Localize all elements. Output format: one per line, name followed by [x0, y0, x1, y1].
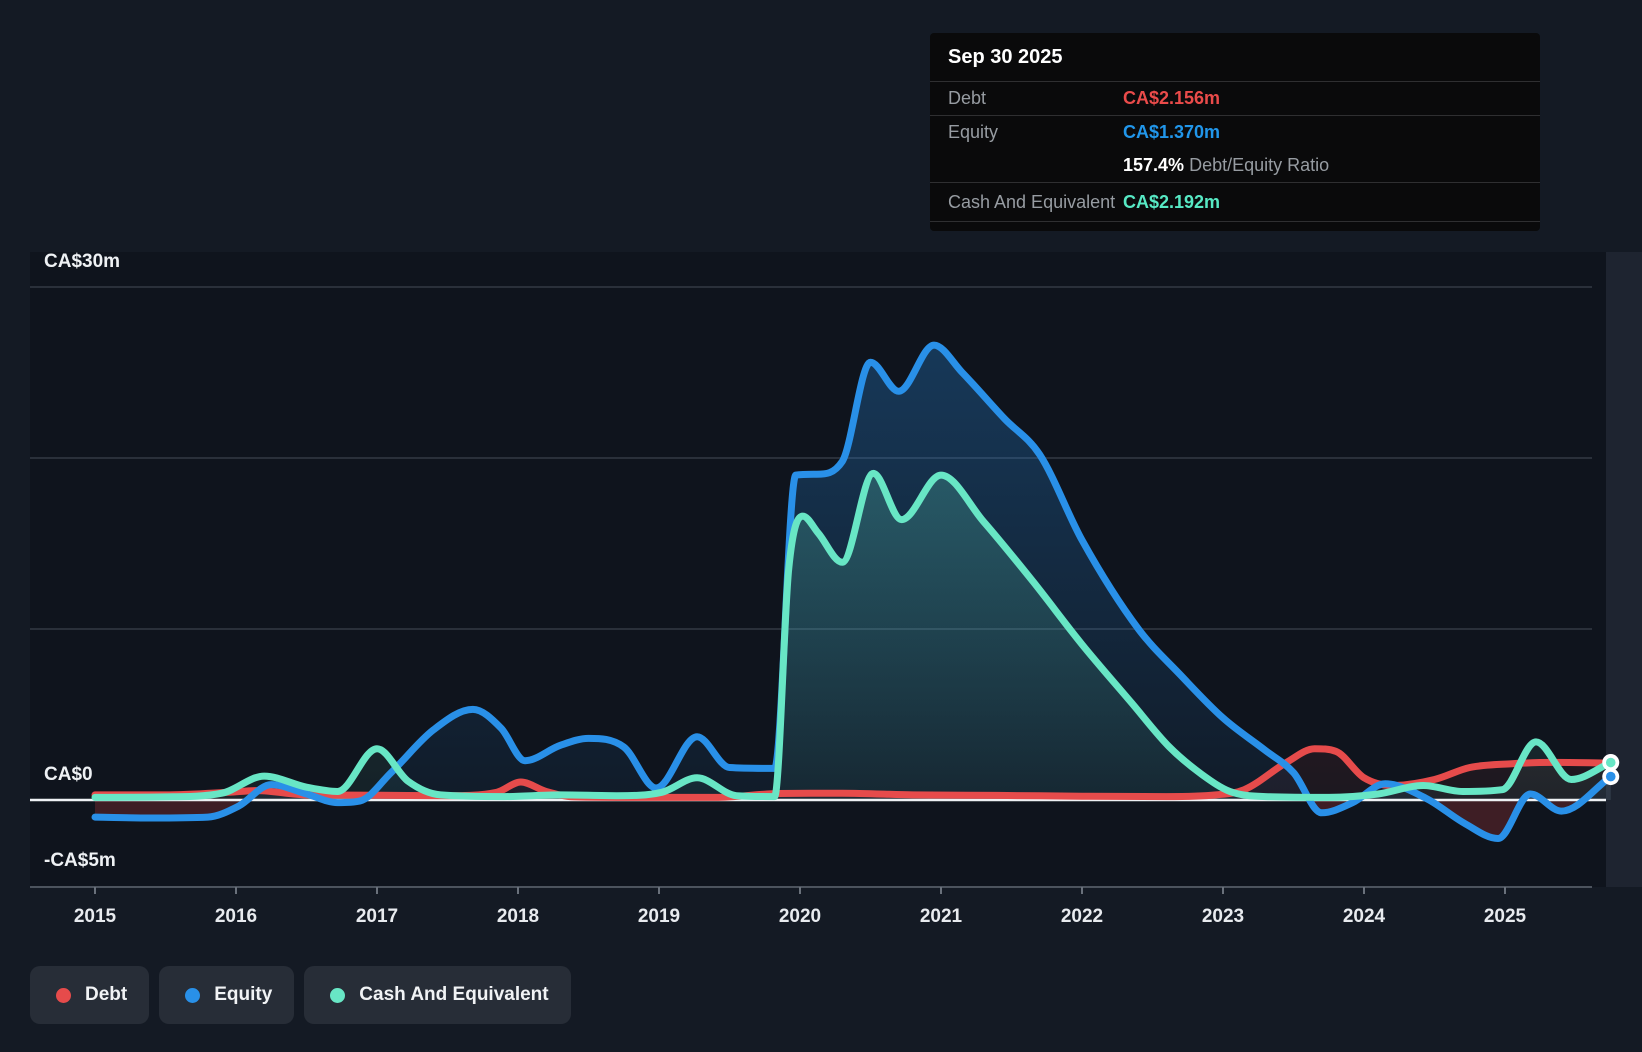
tooltip-row-equity: Equity CA$1.370m	[930, 115, 1540, 149]
tooltip: Sep 30 2025 Debt CA$2.156m Equity CA$1.3…	[930, 33, 1540, 231]
tooltip-debt-label: Debt	[948, 88, 987, 108]
equity-line	[91, 341, 1615, 842]
x-tick-label: 2018	[496, 906, 540, 927]
future-band	[1606, 252, 1642, 887]
end-marker-cash-dot	[1605, 757, 1616, 768]
tooltip-cash-value: CA$2.192m	[1123, 191, 1221, 212]
tooltip-row-cash: Cash And Equivalent CA$2.192m	[930, 182, 1540, 222]
x-tick-label: 2017	[355, 906, 399, 927]
tooltip-row-ratio: 157.4% Debt/Equity Ratio	[930, 149, 1540, 182]
x-tick-label: 2022	[1060, 906, 1104, 927]
legend-pill-debt[interactable]: Debt	[30, 966, 150, 1024]
equity-legend-dot-icon	[185, 987, 201, 1003]
y-axis-label: -CA$5m	[44, 849, 116, 871]
x-tick-label: 2025	[1483, 906, 1527, 927]
tooltip-cash-label: Cash And Equivalent	[948, 191, 1116, 212]
x-tick-label: 2023	[1201, 906, 1245, 927]
end-marker-equity-dot	[1605, 771, 1616, 782]
x-tick-label: 2015	[73, 906, 117, 927]
cash-line	[91, 469, 1615, 801]
x-tick-label: 2024	[1342, 906, 1386, 927]
x-tick-label: 2016	[214, 906, 258, 927]
tooltip-equity-label: Equity	[948, 122, 999, 142]
tooltip-ratio-value: 157.4%	[1123, 155, 1185, 175]
y-axis-label: CA$30m	[44, 251, 121, 272]
legend-pill-equity[interactable]: Equity	[159, 966, 295, 1024]
tooltip-equity-value: CA$1.370m	[1123, 122, 1221, 142]
tooltip-row-debt: Debt CA$2.156m	[930, 81, 1540, 115]
legend: Debt Equity Cash And Equivalent	[30, 966, 571, 1024]
legend-label: Debt	[85, 984, 128, 1005]
legend-pill-cash[interactable]: Cash And Equivalent	[304, 966, 571, 1024]
tooltip-debt-value: CA$2.156m	[1123, 88, 1221, 108]
legend-label: Equity	[214, 984, 273, 1005]
x-tick-label: 2021	[919, 906, 963, 927]
legend-label: Cash And Equivalent	[359, 984, 549, 1005]
y-axis-label: CA$0	[44, 764, 93, 785]
cash-legend-dot-icon	[330, 987, 346, 1003]
x-tick-label: 2020	[778, 906, 822, 927]
cash-area	[95, 473, 1611, 800]
debt-legend-dot-icon	[56, 987, 71, 1003]
tooltip-ratio-label: Debt/Equity Ratio	[1189, 155, 1330, 175]
x-tick-label: 2019	[637, 906, 681, 927]
tooltip-date: Sep 30 2025	[948, 45, 1063, 68]
equity-area-negative	[95, 800, 1611, 839]
